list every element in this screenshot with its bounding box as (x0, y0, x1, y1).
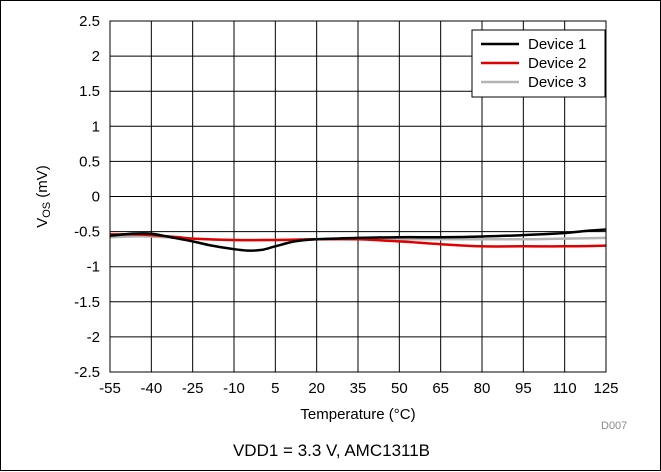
y-axis-label: VOS (mV) (34, 165, 53, 228)
x-tick-label: -10 (223, 380, 245, 397)
x-tick-label: 20 (308, 380, 325, 397)
x-tick-label: -40 (140, 380, 162, 397)
y-tick-label: -2 (87, 329, 100, 346)
x-tick-label: 65 (432, 380, 449, 397)
y-tick-label: -2.5 (74, 364, 100, 381)
x-tick-label: -25 (182, 380, 204, 397)
y-tick-label: 1 (92, 118, 100, 135)
y-tick-labels: 2.5 2 1.5 1 0.5 0 -0.5 -1 -1.5 -2 -2.5 (74, 13, 100, 381)
x-tick-label: 110 (553, 380, 577, 397)
figure-id: D007 (601, 420, 628, 432)
y-tick-label: 1.5 (79, 83, 100, 100)
legend-label-device-3: Device 3 (528, 74, 586, 91)
caption: VDD1 = 3.3 V, AMC1311B (232, 441, 431, 460)
legend-label-device-1: Device 1 (528, 36, 586, 53)
x-tick-labels: -55 -40 -25 -10 5 20 35 50 65 80 95 110 125 (99, 380, 618, 397)
y-tick-label: 0.5 (79, 153, 100, 170)
y-tick-label: 0 (92, 189, 100, 206)
plot-border (109, 20, 607, 373)
y-tick-label: 2.5 (79, 13, 100, 30)
x-tick-label: 35 (350, 380, 367, 397)
series-layer (109, 228, 607, 252)
legend: Device 1 Device 2 Device 3 (471, 29, 606, 98)
series-line-device-1 (109, 228, 607, 252)
y-tick-label: -0.5 (74, 224, 100, 241)
y-axis-label-main: V (34, 218, 51, 228)
x-axis-label: Temperature (°C) (300, 406, 415, 423)
legend-label-device-2: Device 2 (528, 55, 586, 72)
y-axis-label-subscript: OS (41, 202, 53, 218)
y-axis-label-unit: (mV) (34, 165, 51, 202)
x-tick-label: 50 (391, 380, 408, 397)
x-tick-label: -55 (99, 380, 121, 397)
y-tick-label: -1.5 (74, 294, 100, 311)
x-tick-label: 5 (271, 380, 279, 397)
y-tick-label: 2 (92, 48, 100, 65)
x-tick-label: 95 (515, 380, 532, 397)
x-tick-label: 80 (474, 380, 491, 397)
x-tick-label: 125 (593, 380, 618, 397)
y-tick-label: -1 (87, 259, 100, 276)
